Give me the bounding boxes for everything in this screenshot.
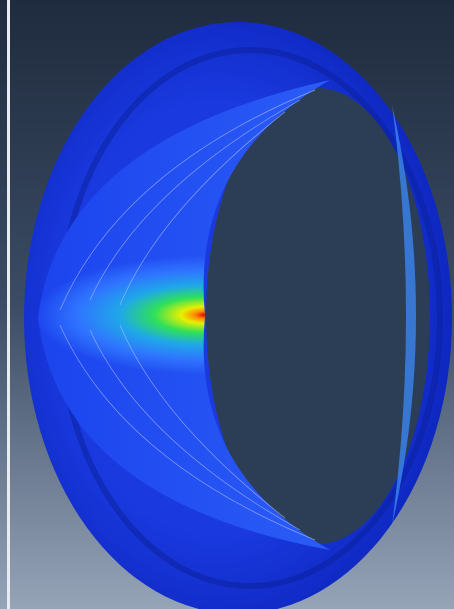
mesh-lines (59, 89, 316, 541)
right-leaflet (392, 105, 416, 525)
valve-opening (206, 88, 430, 544)
stress-field (38, 80, 330, 550)
viewport-border (7, 0, 10, 609)
